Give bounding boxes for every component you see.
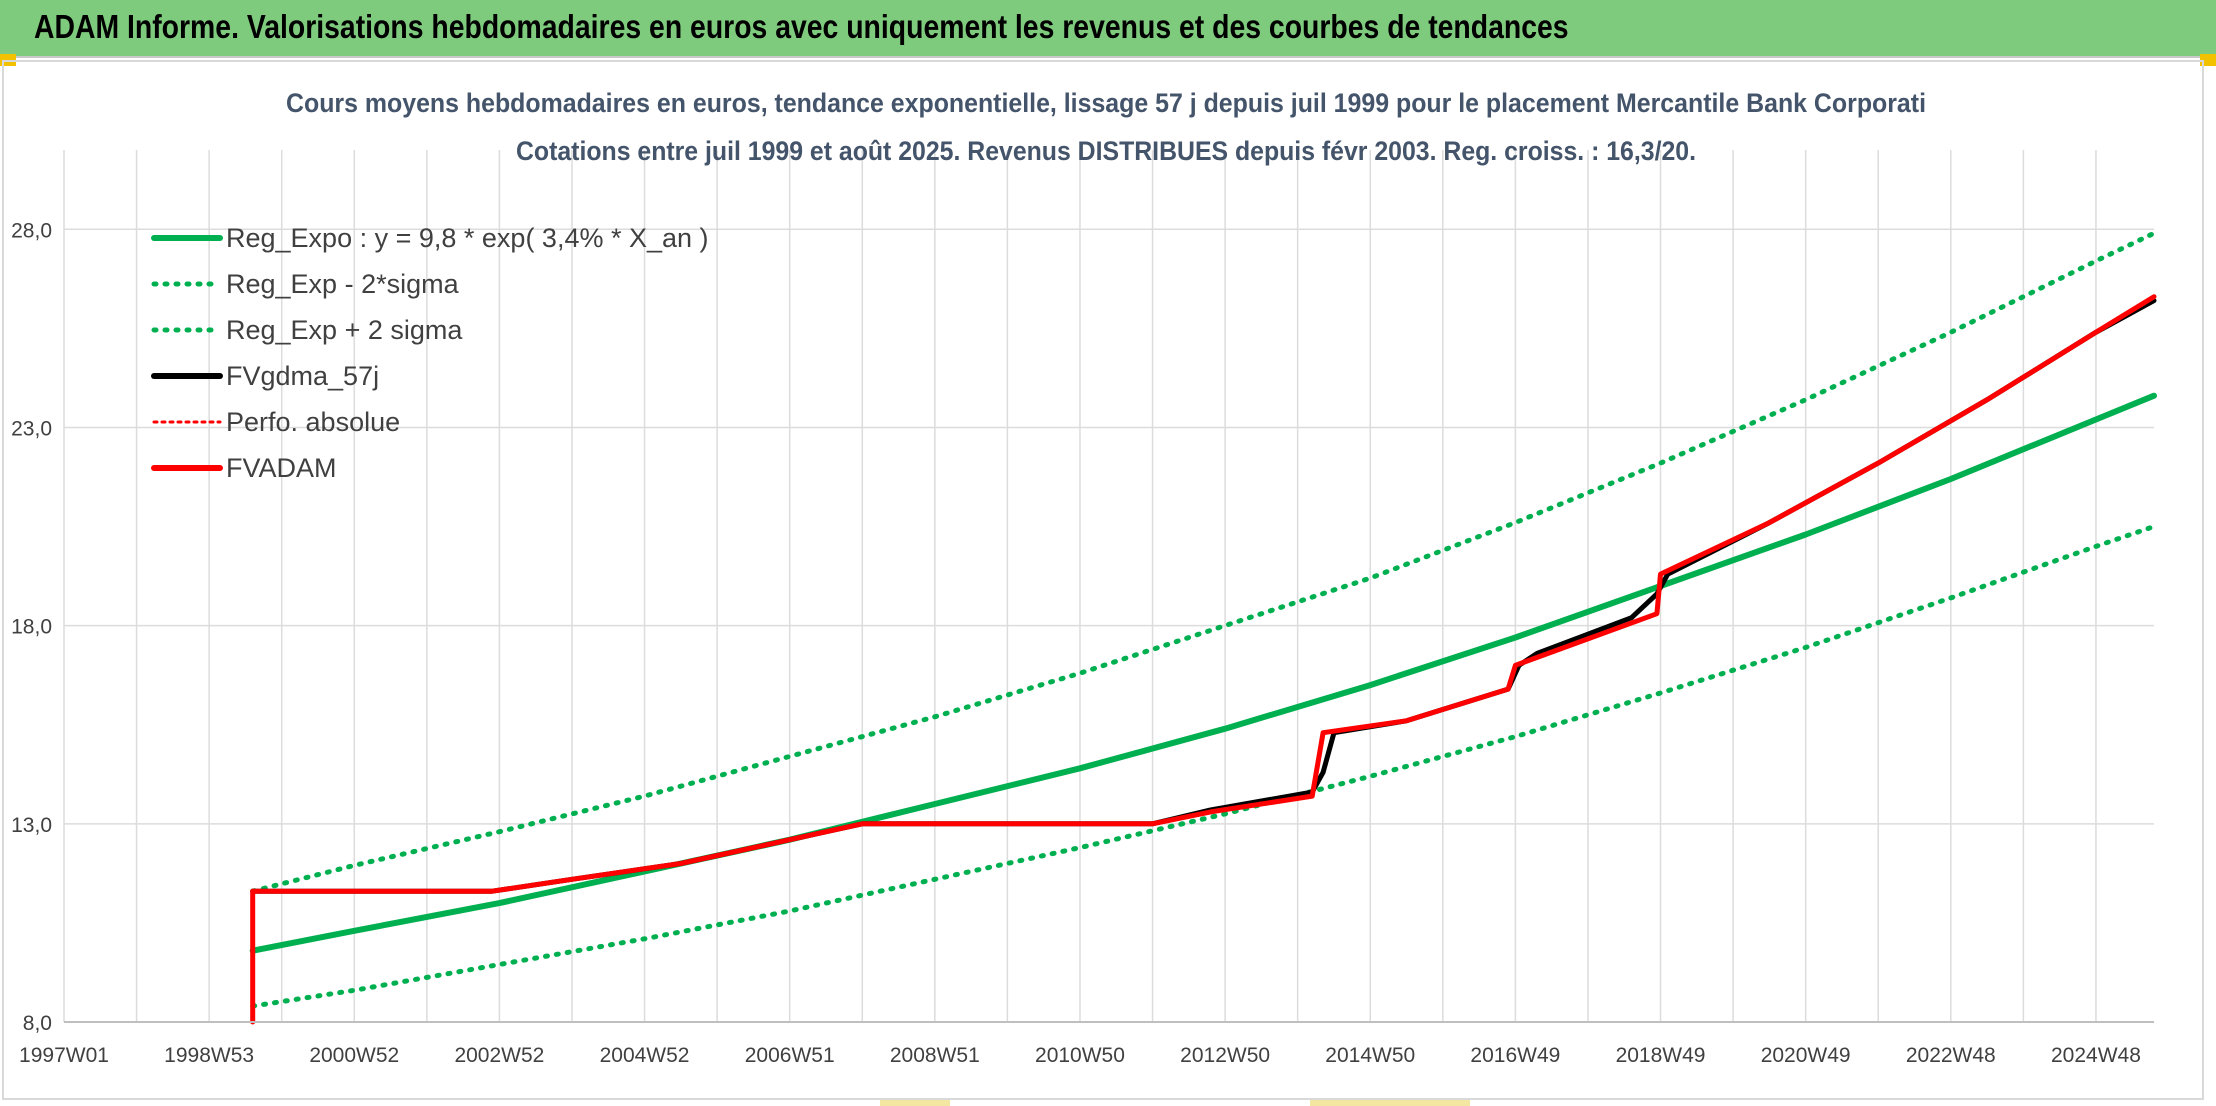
axes: 8,0 13,0 18,0 23,0 28,0 1997W01 1998W53 2000W52… <box>11 219 2154 1067</box>
report-title: ADAM Informe. Valorisations hebdomadaire… <box>34 8 1569 45</box>
legend-item-reg-exp-plus-label: Reg_Exp + 2 sigma <box>226 315 463 345</box>
grid <box>63 150 2154 1023</box>
x-tick-label: 2024W48 <box>2051 1044 2141 1067</box>
y-tick-label: 23,0 <box>11 417 52 440</box>
x-tick-label: 2012W50 <box>1180 1044 1270 1067</box>
chart-subtitle: Cotations entre juil 1999 et août 2025. … <box>516 136 1696 166</box>
x-tick-label: 2014W50 <box>1325 1044 1415 1067</box>
x-tick-label: 1998W53 <box>164 1044 254 1067</box>
y-tick-label: 8,0 <box>23 1012 52 1035</box>
corner-marker-right <box>2200 54 2216 66</box>
chart-title: Cours moyens hebdomadaires en euros, ten… <box>286 88 1926 118</box>
x-tick-label: 2000W52 <box>309 1044 399 1067</box>
x-tick-label: 2008W51 <box>890 1044 980 1067</box>
series-reg-expo <box>249 392 2157 954</box>
legend-item-fvadam-label: FVADAM <box>226 453 337 483</box>
chart-area: 8,0 13,0 18,0 23,0 28,0 1997W01 1998W53 2000W52… <box>2 60 2204 1100</box>
legend-item-reg-expo-label: Reg_Expo : y = 9,8 * exp( 3,4% * X_an ) <box>226 223 709 253</box>
legend-item-reg-exp-minus-label: Reg_Exp - 2*sigma <box>226 269 460 299</box>
legend-item-perfo-label: Perfo. absolue <box>226 407 400 437</box>
x-tick-label: 2006W51 <box>745 1044 835 1067</box>
x-tick-label: 2002W52 <box>454 1044 544 1067</box>
series-fvadam <box>250 294 2157 1025</box>
bottom-strip-right <box>1310 1100 1470 1106</box>
report-header: ADAM Informe. Valorisations hebdomadaire… <box>0 0 2216 58</box>
series-reg-exp-plus-2sigma <box>250 230 2157 894</box>
series-reg-exp-minus-2sigma <box>250 524 2157 1009</box>
legend: Reg_Expo : y = 9,8 * exp( 3,4% * X_an ) R… <box>151 223 709 483</box>
chart-svg: 8,0 13,0 18,0 23,0 28,0 1997W01 1998W53 2000W52… <box>11 88 2157 1067</box>
y-tick-label: 13,0 <box>11 814 52 837</box>
x-tick-label: 1997W01 <box>19 1044 109 1067</box>
series <box>249 230 2157 1025</box>
y-tick-label: 28,0 <box>11 219 52 242</box>
y-tick-label: 18,0 <box>11 616 52 639</box>
x-tick-label: 2010W50 <box>1035 1044 1125 1067</box>
x-tick-label: 2018W49 <box>1616 1044 1706 1067</box>
legend-item-fvgdma-label: FVgdma_57j <box>226 361 379 391</box>
series-perfo-absolue <box>251 295 2156 893</box>
bottom-strip-left <box>880 1100 950 1106</box>
series-fvgdma-57j <box>250 298 2157 894</box>
x-tick-label: 2022W48 <box>1906 1044 1996 1067</box>
x-tick-label: 2016W49 <box>1470 1044 1560 1067</box>
x-tick-label: 2004W52 <box>600 1044 690 1067</box>
x-tick-label: 2020W49 <box>1761 1044 1851 1067</box>
